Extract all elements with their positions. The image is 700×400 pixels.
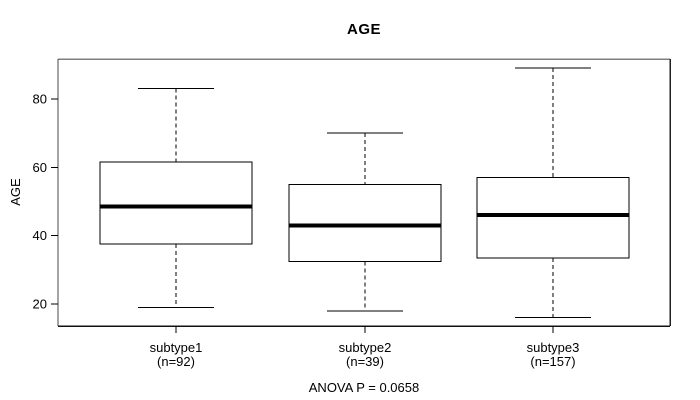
y-tick-label: 20: [33, 297, 47, 312]
x-group-sublabel: (n=92): [157, 354, 195, 369]
x-group-label: subtype3: [527, 340, 580, 355]
iqr-box: [476, 177, 630, 259]
iqr-box: [288, 183, 442, 262]
x-group-sublabel: (n=157): [530, 354, 575, 369]
y-tick-label: 80: [33, 92, 47, 107]
iqr-box: [99, 161, 253, 245]
y-tick-label: 60: [33, 160, 47, 175]
anova-p-value: ANOVA P = 0.0658: [308, 380, 420, 395]
chart-title: AGE: [346, 21, 381, 38]
x-group-sublabel: (n=39): [346, 354, 384, 369]
x-group-label: subtype1: [150, 340, 203, 355]
y-tick-label: 40: [33, 228, 47, 243]
x-group-label: subtype2: [339, 340, 392, 355]
